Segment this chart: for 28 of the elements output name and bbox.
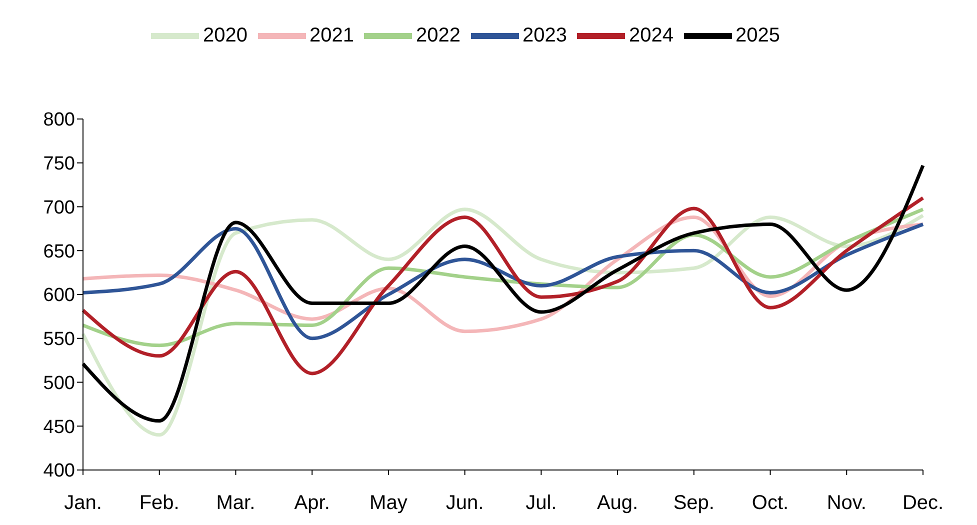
y-tick-label: 750 <box>43 154 75 175</box>
x-tick-label: Jun. <box>446 492 484 514</box>
y-tick-label: 700 <box>43 197 75 218</box>
y-tick-label: 450 <box>43 416 75 438</box>
x-tick-label: Oct. <box>752 492 789 514</box>
x-tick-label: Mar. <box>216 492 256 514</box>
y-tick-label: 400 <box>43 460 75 482</box>
y-tick-label: 800 <box>43 110 75 131</box>
legend-label: 2020 <box>203 24 248 46</box>
x-tick-label: Jul. <box>526 492 557 514</box>
legend-label: 2022 <box>416 24 460 46</box>
legend-label: 2023 <box>522 24 567 46</box>
line-series <box>81 196 925 376</box>
x-tick-label: Sep. <box>673 492 714 514</box>
x-tick-label: Aug. <box>596 492 638 514</box>
legend-label: 2021 <box>310 24 354 46</box>
x-tick-label: May <box>370 492 408 514</box>
y-tick-label: 500 <box>43 372 75 394</box>
x-tick-label: Apr. <box>294 492 330 514</box>
y-tick-label: 650 <box>43 241 75 262</box>
x-tick-label: Feb. <box>139 492 180 514</box>
x-tick-label: Nov. <box>826 492 866 514</box>
legend-label: 2025 <box>736 24 780 46</box>
y-tick-label: 550 <box>43 329 75 350</box>
x-tick-label: Dec. <box>902 492 944 514</box>
x-tick-label: Jan. <box>64 492 102 514</box>
y-tick-label: 600 <box>43 285 75 306</box>
legend-label: 2024 <box>629 24 674 46</box>
